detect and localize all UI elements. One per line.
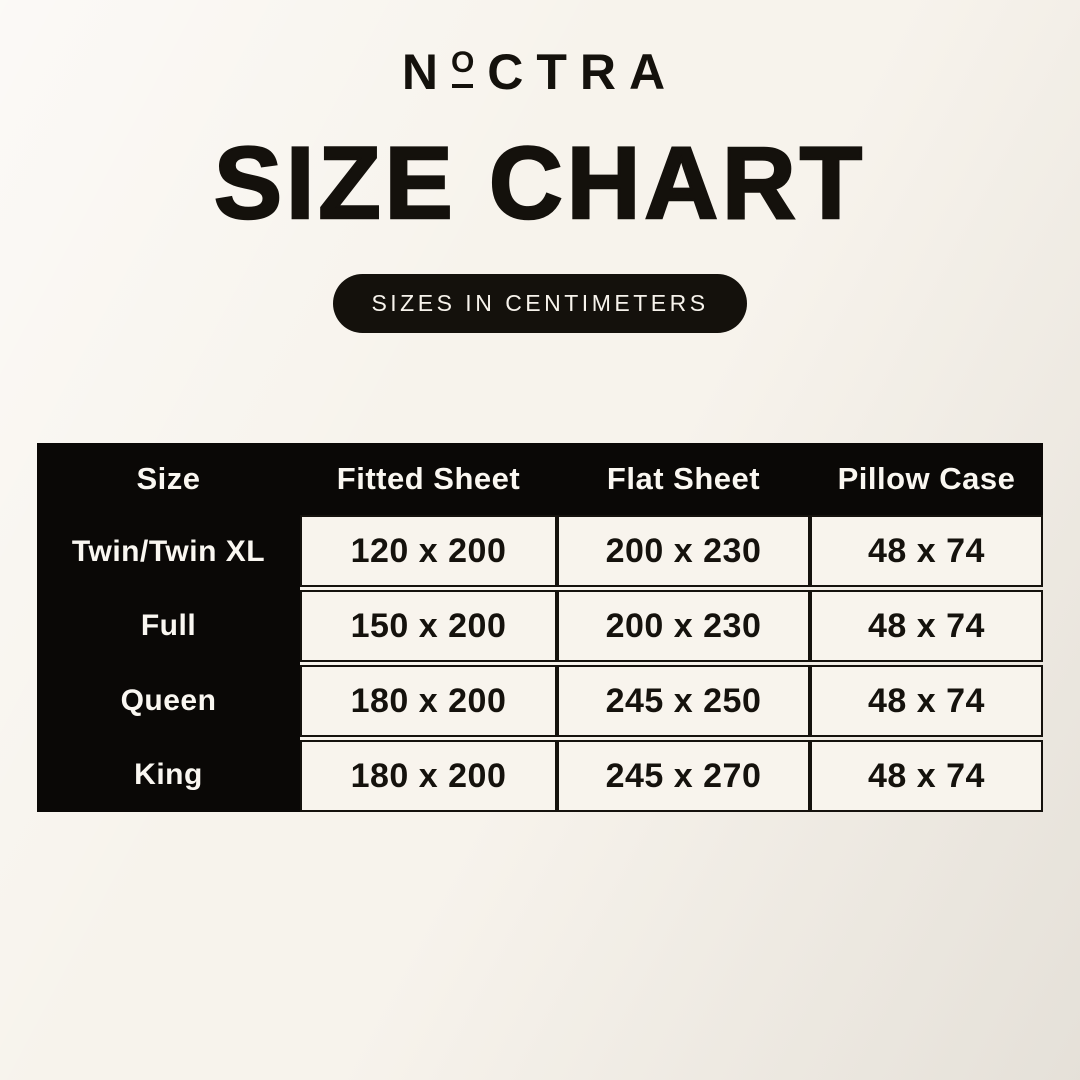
cell-twin-pillow: 48 x 74 <box>810 515 1043 587</box>
header-pillow-case: Pillow Case <box>837 461 1016 496</box>
cell-twin-fitted: 120 x 200 <box>300 515 557 587</box>
cell-king-pillow: 48 x 74 <box>810 740 1043 812</box>
row-label-twin: Twin/Twin XL <box>71 535 266 569</box>
row-label-king: King <box>134 757 203 791</box>
row-label-full: Full <box>140 609 197 643</box>
size-label-column: Twin/Twin XL Full Queen King <box>37 515 300 812</box>
page-title: SIZE CHART <box>213 125 866 240</box>
brand-logo-letter-n: N <box>401 44 451 100</box>
brand-logo-letters-rest: CTRA <box>487 44 679 100</box>
cell-twin-flat: 200 x 230 <box>557 515 810 587</box>
header-fitted-sheet: Fitted Sheet <box>336 461 521 496</box>
cell-queen-fitted: 180 x 200 <box>300 665 557 737</box>
units-badge: SIZES IN CENTIMETERS <box>333 273 747 333</box>
header-size: Size <box>136 461 201 496</box>
row-label-queen: Queen <box>120 683 217 717</box>
table-data-grid: 120 x 200 200 x 230 48 x 74 150 x 200 20… <box>300 515 1043 812</box>
header-flat-sheet: Flat Sheet <box>606 461 761 496</box>
cell-king-fitted: 180 x 200 <box>300 740 557 812</box>
cell-full-flat: 200 x 230 <box>557 590 810 662</box>
table-body: Twin/Twin XL Full Queen King 120 x 200 2… <box>37 515 1043 812</box>
cell-queen-flat: 245 x 250 <box>557 665 810 737</box>
badge-row: SIZES IN CENTIMETERS <box>0 273 1080 333</box>
cell-full-fitted: 150 x 200 <box>300 590 557 662</box>
brand-logo: NO CTRA <box>0 0 1080 102</box>
cell-full-pillow: 48 x 74 <box>810 590 1043 662</box>
size-table: Size Fitted Sheet Flat Sheet Pillow Case… <box>37 443 1043 812</box>
cell-king-flat: 245 x 270 <box>557 740 810 812</box>
cell-queen-pillow: 48 x 74 <box>810 665 1043 737</box>
table-header-row: Size Fitted Sheet Flat Sheet Pillow Case <box>37 443 1043 515</box>
brand-logo-numero-o-mark: O <box>450 45 475 89</box>
